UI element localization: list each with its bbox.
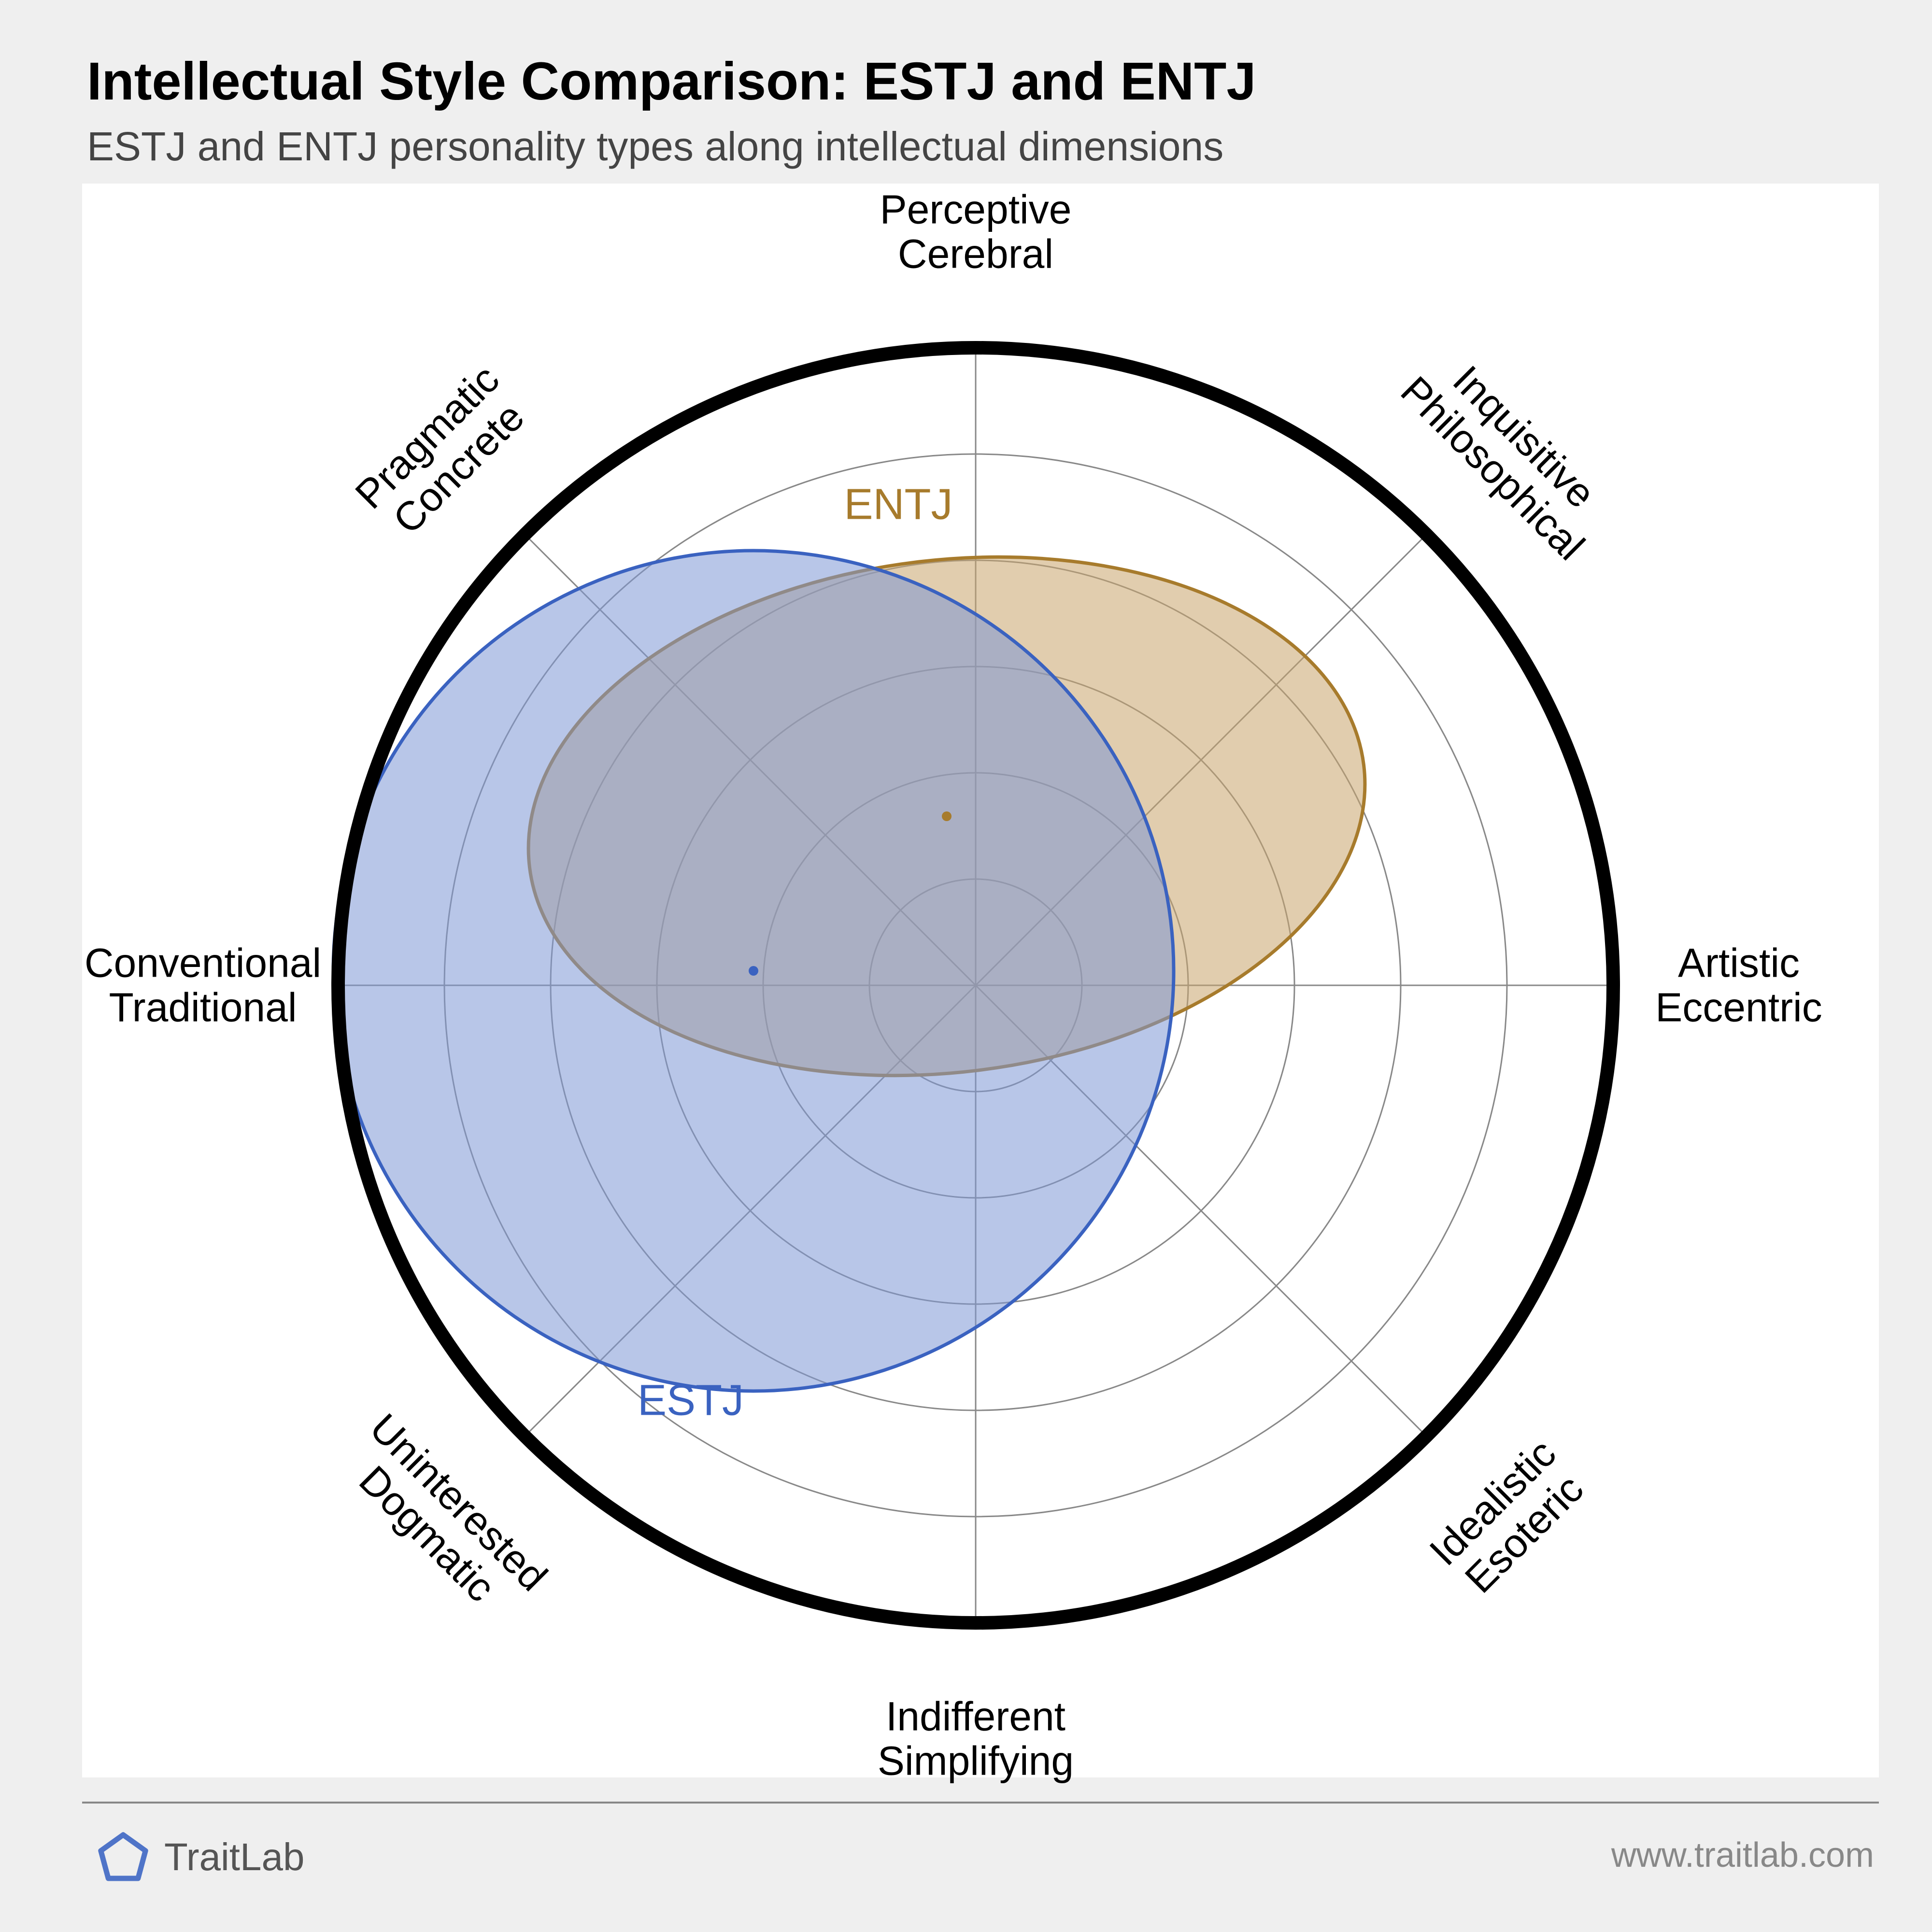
footer-brand: TraitLab (97, 1831, 305, 1884)
series-label-estj: ESTJ (638, 1376, 744, 1426)
traitlab-logo-icon (97, 1831, 150, 1884)
axis-label: Indifferent Simplifying (878, 1694, 1074, 1784)
axis-label: Perceptive Cerebral (880, 187, 1072, 277)
footer-url: www.traitlab.com (1611, 1835, 1874, 1875)
chart-canvas: Intellectual Style Comparison: ESTJ and … (0, 0, 1932, 1932)
footer-rule (82, 1802, 1879, 1804)
series-center-dot-estj (749, 966, 758, 976)
series-center-dot-entj (942, 811, 952, 821)
brand-text: TraitLab (164, 1835, 305, 1879)
axis-label: Artistic Eccentric (1655, 941, 1822, 1030)
series-label-entj: ENTJ (844, 480, 953, 530)
axis-label: Conventional Traditional (85, 941, 321, 1030)
